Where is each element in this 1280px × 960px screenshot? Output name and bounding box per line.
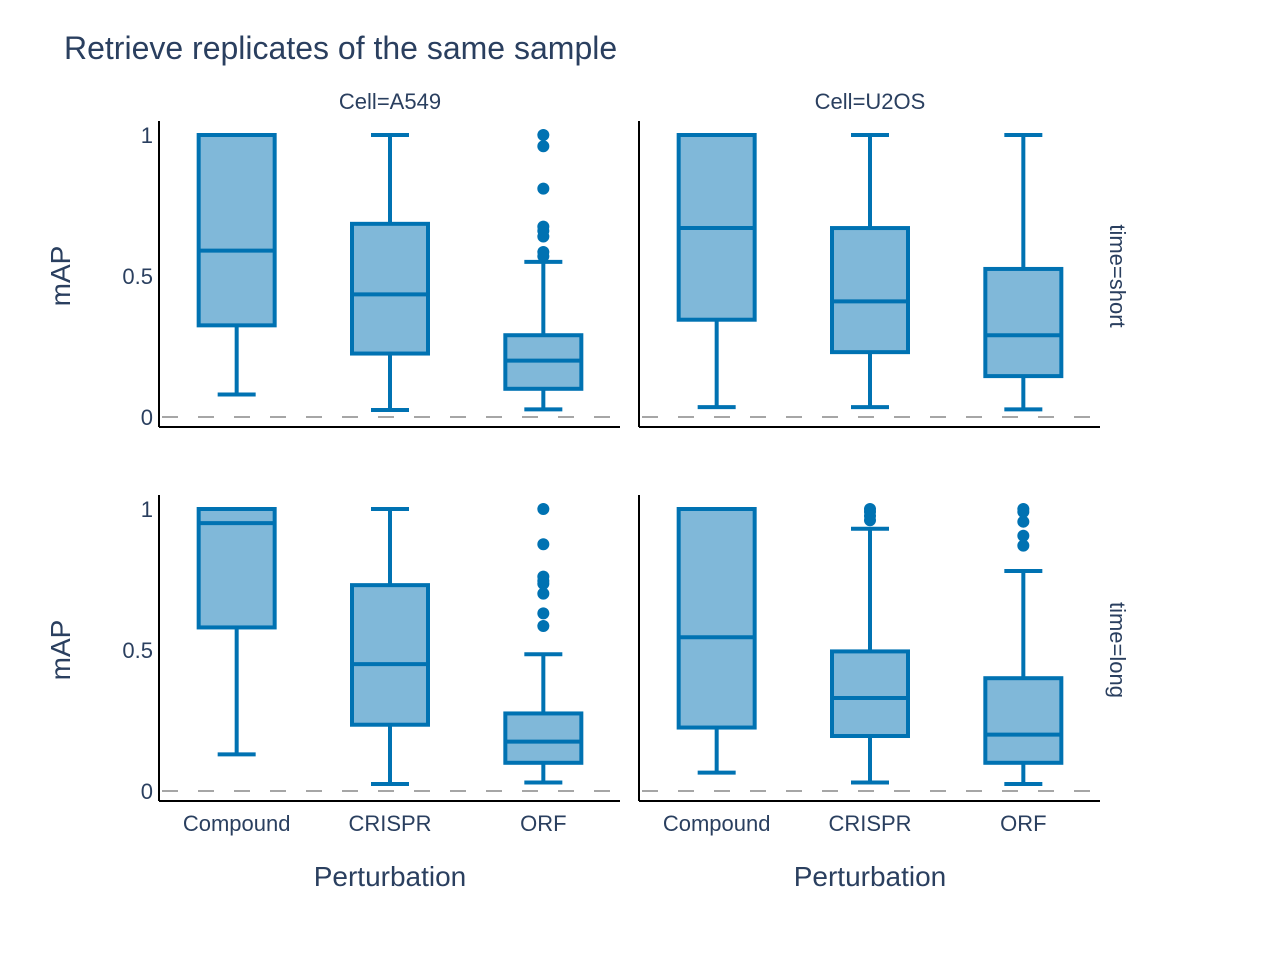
x-tick-label: ORF: [520, 811, 566, 836]
facet-label-row: time=short: [1105, 224, 1130, 327]
iqr-box: [196, 507, 277, 630]
x-tick-label: Compound: [183, 811, 291, 836]
panel: [158, 121, 620, 428]
outlier-point: [537, 570, 550, 583]
outlier-point: [537, 182, 550, 195]
y-tick-label: 0.5: [122, 638, 153, 663]
iqr-box: [830, 649, 910, 739]
iqr-box: [983, 676, 1064, 765]
iqr-box: [350, 221, 430, 356]
outlier-point: [1017, 539, 1030, 552]
outlier-point: [537, 503, 550, 515]
box-crispr: [350, 507, 430, 786]
panel: [638, 121, 1100, 428]
box-compound: [676, 133, 757, 410]
outlier-point: [1017, 529, 1030, 542]
y-axis-title: mAP: [45, 620, 76, 681]
facet-label-row: time=long: [1105, 602, 1130, 698]
y-tick-label: 0: [141, 779, 153, 804]
iqr-box: [676, 507, 757, 730]
facet-label-col: Cell=A549: [339, 89, 441, 114]
facet-label-col: Cell=U2OS: [815, 89, 926, 114]
x-axis-title: Perturbation: [314, 861, 467, 892]
iqr-box: [830, 226, 910, 355]
iqr-box: [350, 583, 430, 727]
box-orf: [503, 129, 584, 412]
outlier-point: [537, 140, 550, 153]
outlier-point: [537, 620, 550, 633]
outlier-point: [537, 246, 550, 259]
iqr-box: [503, 711, 584, 765]
iqr-box: [983, 266, 1064, 379]
y-tick-label: 1: [141, 123, 153, 148]
box-crispr: [350, 133, 430, 412]
box-crispr: [830, 503, 910, 785]
panel: [158, 495, 620, 802]
y-axis-title: mAP: [45, 246, 76, 307]
y-tick-label: 0: [141, 405, 153, 430]
box-orf: [503, 503, 584, 785]
box-compound: [676, 507, 757, 775]
box-orf: [983, 503, 1064, 786]
box-orf: [983, 133, 1064, 412]
chart-title: Retrieve replicates of the same sample: [64, 30, 617, 66]
iqr-box: [196, 133, 277, 328]
plot-area: Cell=A549 Cell=U2OS time=short time=long mAP…: [45, 89, 1130, 892]
box-compound: [196, 133, 277, 397]
outlier-point: [537, 538, 550, 551]
x-axis-title: Perturbation: [794, 861, 947, 892]
y-tick-label: 1: [141, 497, 153, 522]
panel: [638, 495, 1100, 802]
outlier-point: [537, 587, 550, 600]
x-tick-label: CRISPR: [348, 811, 431, 836]
x-tick-label: ORF: [1000, 811, 1046, 836]
y-tick-label: 0.5: [122, 264, 153, 289]
x-tick-label: CRISPR: [828, 811, 911, 836]
box-crispr: [830, 133, 910, 410]
outlier-point: [864, 503, 876, 515]
outlier-point: [537, 607, 550, 620]
outlier-point: [537, 129, 550, 141]
outlier-point: [1017, 515, 1030, 528]
outlier-point: [537, 220, 550, 233]
box-compound: [196, 507, 277, 757]
outlier-point: [1017, 503, 1030, 515]
x-tick-label: Compound: [663, 811, 771, 836]
